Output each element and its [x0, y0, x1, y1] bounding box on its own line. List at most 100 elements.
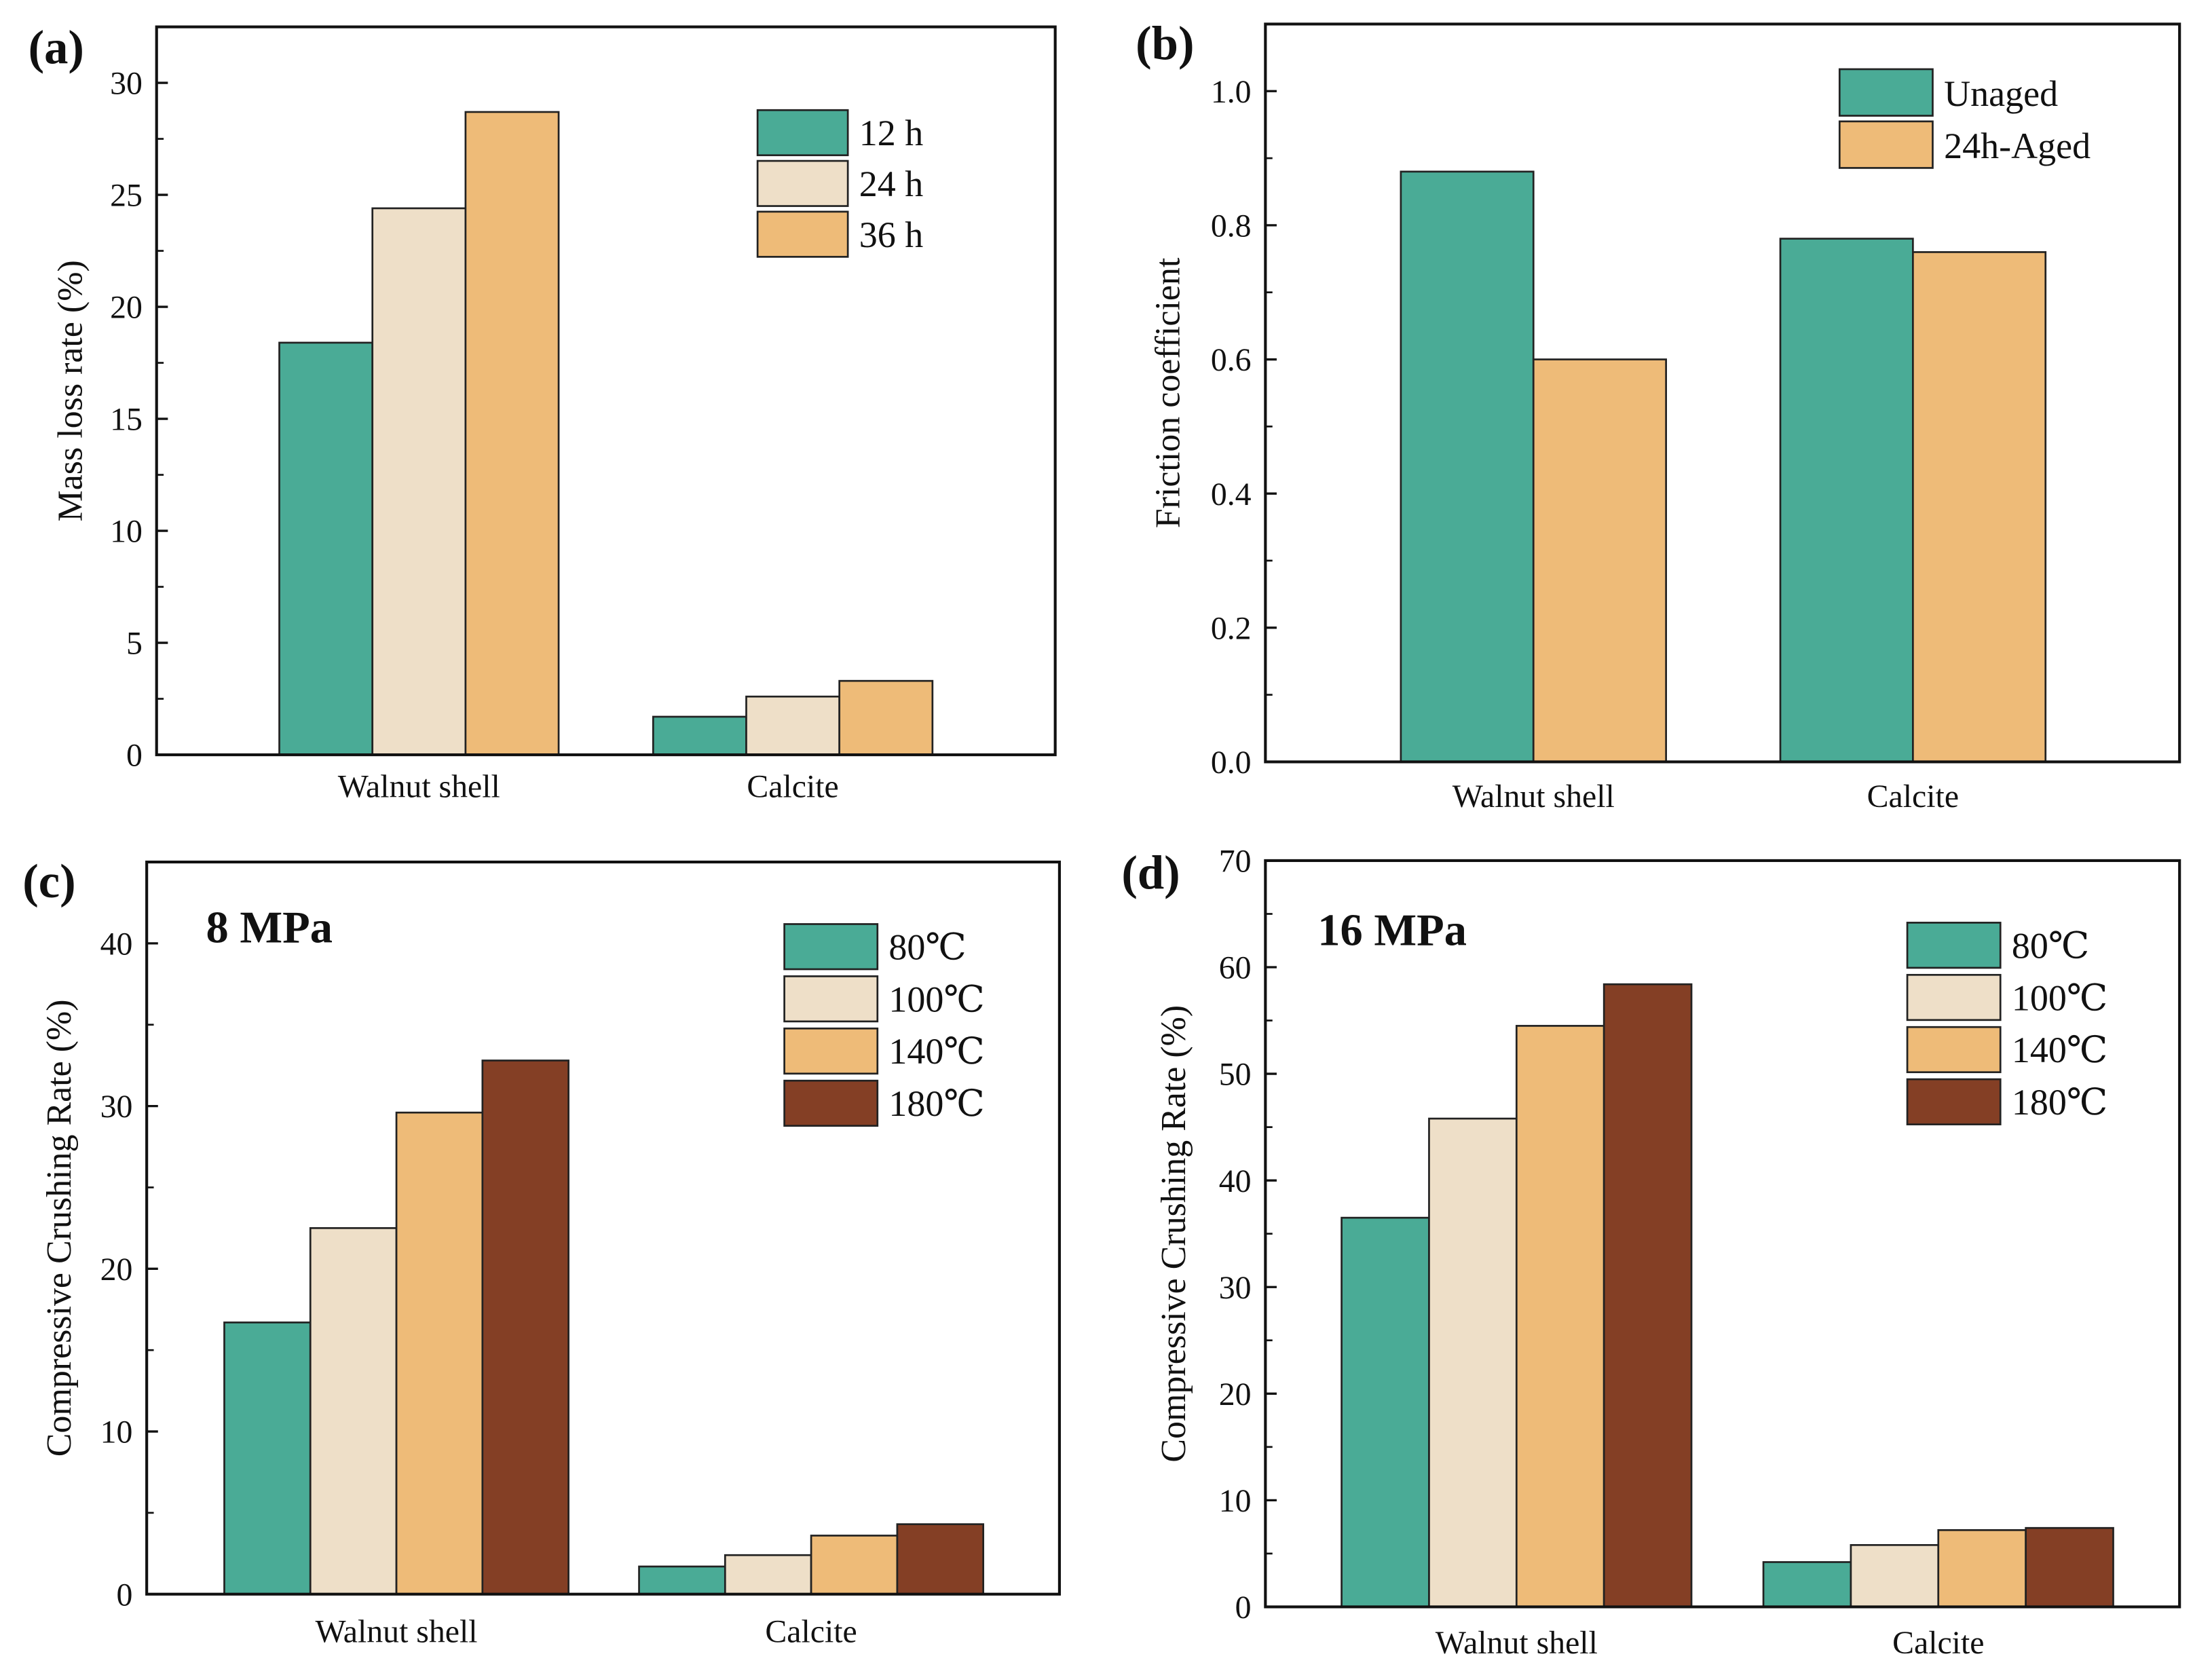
panel-label: (a)	[29, 22, 84, 75]
legend-swatch	[756, 160, 849, 207]
legend-swatch	[783, 1027, 879, 1075]
legend-swatch	[756, 109, 849, 157]
y-axis-label: Friction coefficient	[1149, 257, 1188, 528]
legend-label: 80℃	[888, 926, 966, 967]
y-tick-label: 0.6	[1211, 342, 1252, 378]
bar-walnut-shell-2	[395, 1111, 484, 1596]
y-tick-label: 5	[126, 626, 143, 662]
y-tick-label: 30	[110, 66, 143, 102]
panel-a: Walnut shell Calcite 0 5 10 15 20 25 30 Mass loss…	[29, 22, 1057, 804]
legend-swatch	[783, 923, 879, 971]
legend-label: 100℃	[888, 979, 984, 1019]
bar-calcite-1	[745, 695, 841, 756]
legend-label: 180℃	[2012, 1082, 2107, 1123]
x-tick-label: Calcite	[765, 1613, 857, 1649]
legend-label: 24 h	[859, 164, 924, 204]
y-tick-label: 25	[110, 178, 143, 214]
bar-walnut-shell-0	[1400, 170, 1535, 763]
y-tick-label: 40	[100, 926, 133, 962]
y-tick-label: 0	[116, 1577, 132, 1613]
y-tick-label: 20	[100, 1252, 133, 1288]
y-tick-label: 15	[110, 402, 143, 438]
bar-walnut-shell-2	[1515, 1025, 1605, 1608]
bar-calcite-1	[1912, 251, 2047, 763]
legend-swatch	[1906, 1078, 2002, 1125]
y-tick-label: 0	[126, 738, 143, 774]
panel-c: Walnut shell Calcite 0 10 20 30 40 Compressive …	[22, 855, 1061, 1649]
plot-frame	[145, 860, 1061, 1596]
bar-walnut-shell-3	[481, 1059, 569, 1596]
legend-label: 180℃	[888, 1083, 984, 1124]
legend-label: 80℃	[2012, 925, 2089, 966]
y-tick-label: 10	[110, 514, 143, 550]
legend-label: 24h-Aged	[1944, 126, 2091, 166]
panel-label: (c)	[22, 855, 75, 908]
bar-calcite-0	[1779, 238, 1914, 763]
x-tick-label: Walnut shell	[338, 768, 500, 804]
y-tick-label: 20	[1219, 1376, 1252, 1412]
plot-frame	[1264, 22, 2181, 764]
x-tick-label: Calcite	[1892, 1625, 1984, 1661]
bar-walnut-shell-2	[464, 111, 560, 756]
bar-walnut-shell-0	[1341, 1216, 1430, 1608]
panel-label: (d)	[1121, 847, 1180, 900]
y-tick-label: 1.0	[1211, 74, 1252, 110]
bar-walnut-shell-1	[371, 207, 467, 756]
legend-swatch	[1906, 922, 2002, 969]
y-tick-label: 20	[110, 290, 143, 326]
legend-label: Unaged	[1944, 73, 2058, 114]
y-axis-label: Compressive Crushing Rate (%)	[1155, 1005, 1193, 1463]
y-tick-label: 70	[1219, 844, 1252, 880]
bar-walnut-shell-1	[309, 1227, 398, 1596]
y-tick-label: 10	[1219, 1483, 1252, 1519]
bar-walnut-shell-1	[1428, 1117, 1518, 1608]
x-tick-label: Walnut shell	[1452, 779, 1615, 814]
bar-calcite-0	[1762, 1561, 1852, 1608]
x-tick-label: Walnut shell	[316, 1613, 478, 1649]
x-tick-label: Walnut shell	[1436, 1625, 1598, 1661]
y-tick-label: 40	[1219, 1163, 1252, 1199]
y-axis-label: Compressive Crushing Rate (%)	[40, 999, 79, 1457]
y-tick-label: 10	[100, 1414, 133, 1450]
legend-label: 36 h	[859, 214, 924, 255]
y-tick-label: 0.0	[1211, 745, 1252, 781]
bar-calcite-1	[724, 1554, 812, 1596]
legend-swatch	[1838, 68, 1934, 117]
bar-calcite-2	[810, 1535, 899, 1596]
panel-b: Walnut shell Calcite 0.0 0.2 0.4 0.6 0.8 1.0 Fri…	[1136, 17, 2181, 814]
legend-label: 12 h	[859, 113, 924, 153]
legend-swatch	[1906, 973, 2002, 1021]
pressure-annotation: 8 MPa	[206, 903, 333, 953]
plot-frame	[155, 25, 1057, 757]
bar-calcite-3	[2025, 1526, 2114, 1608]
legend-swatch	[783, 975, 879, 1023]
bar-calcite-0	[652, 715, 747, 756]
panel-label: (b)	[1136, 17, 1194, 70]
y-tick-label: 0.4	[1211, 476, 1252, 512]
legend-swatch	[783, 1079, 879, 1127]
y-axis-label: Mass loss rate (%)	[52, 260, 90, 521]
y-tick-label: 50	[1219, 1057, 1252, 1093]
legend-swatch	[1838, 120, 1934, 169]
bar-calcite-2	[838, 679, 934, 756]
bar-calcite-0	[638, 1565, 726, 1596]
legend-swatch	[1906, 1026, 2002, 1074]
legend-swatch	[756, 210, 849, 258]
bar-walnut-shell-0	[223, 1321, 312, 1596]
bar-calcite-3	[896, 1523, 985, 1596]
bar-walnut-shell-3	[1602, 983, 1693, 1608]
x-tick-label: Calcite	[747, 768, 838, 804]
y-tick-label: 0.2	[1211, 610, 1252, 646]
pressure-annotation: 16 MPa	[1317, 906, 1467, 956]
bar-calcite-1	[1850, 1543, 1940, 1608]
panel-d: Walnut shell Calcite 0 10 20 30 40 50 60 70 Compre…	[1121, 844, 2181, 1661]
bar-walnut-shell-1	[1532, 358, 1667, 763]
y-tick-label: 0.8	[1211, 208, 1252, 244]
y-tick-label: 30	[1219, 1270, 1252, 1306]
y-tick-label: 30	[100, 1089, 133, 1125]
legend-label: 100℃	[2012, 977, 2107, 1018]
legend-label: 140℃	[2012, 1030, 2107, 1070]
y-tick-label: 60	[1219, 950, 1252, 986]
y-tick-label: 0	[1235, 1590, 1252, 1626]
